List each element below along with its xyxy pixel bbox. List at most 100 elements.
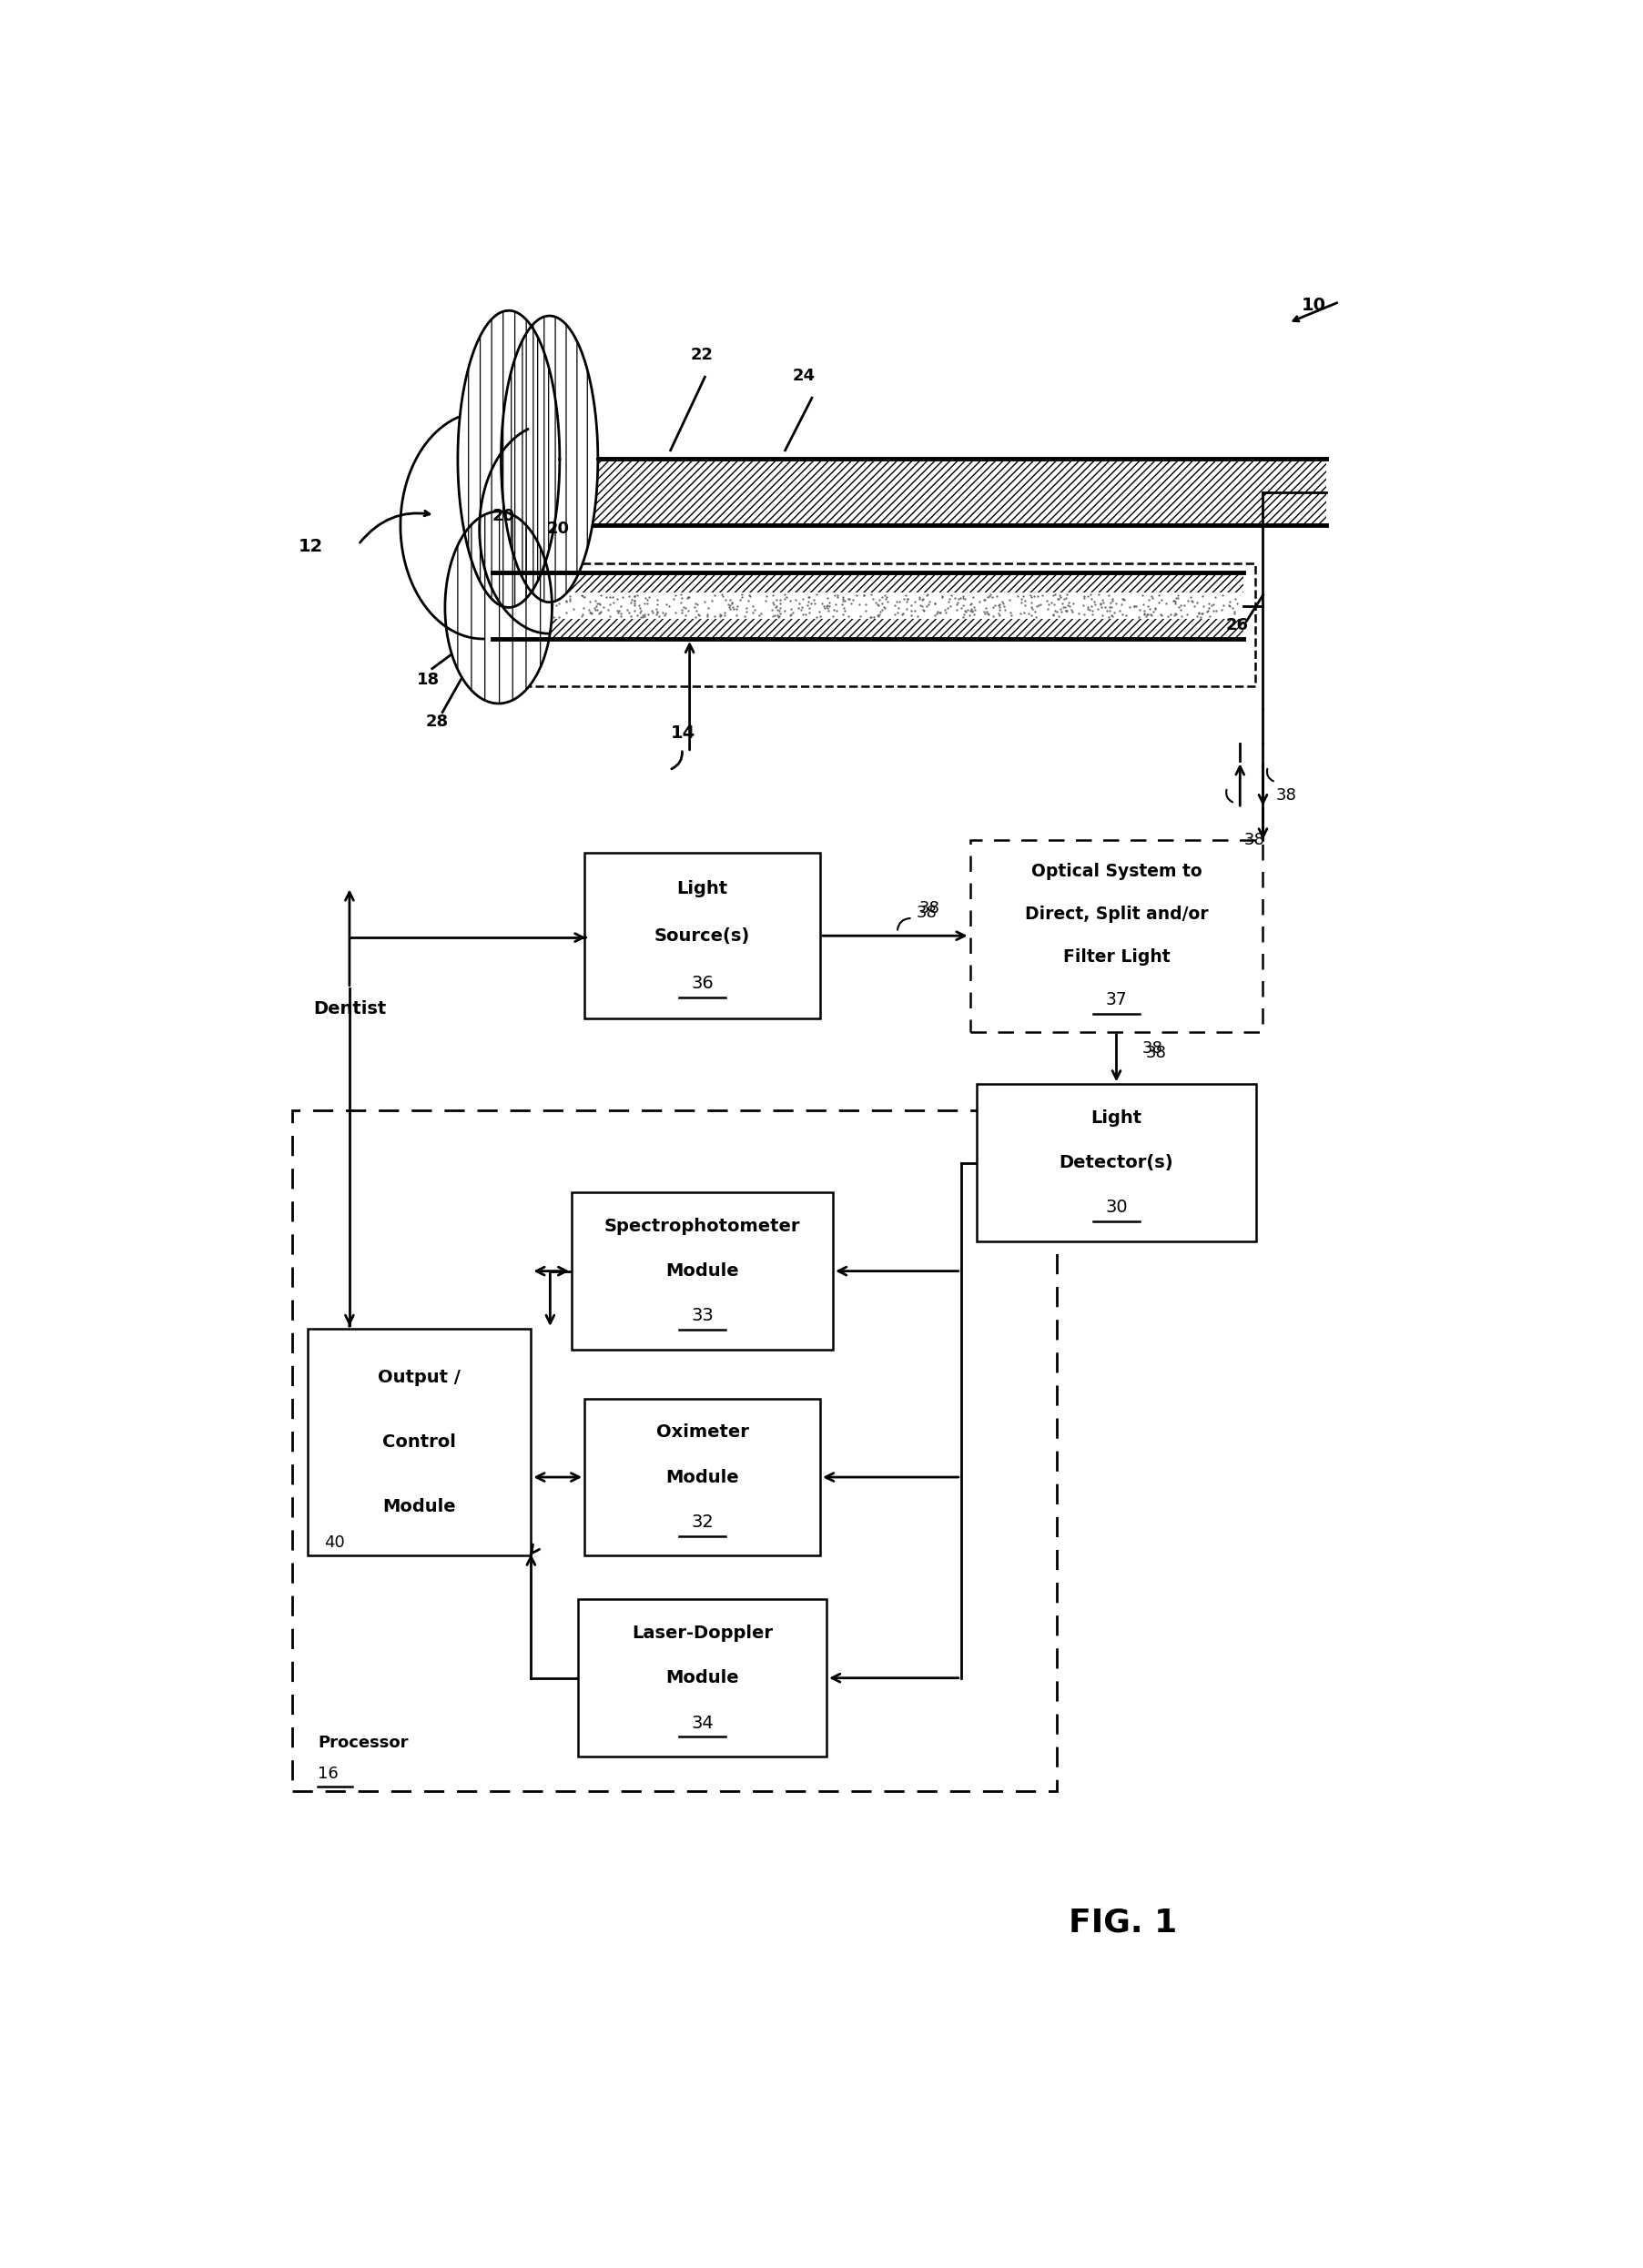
Point: [1173, 596, 1199, 633]
Point: [1185, 594, 1211, 631]
Point: [708, 578, 734, 615]
Point: [509, 581, 536, 617]
Text: 20: 20: [491, 508, 514, 524]
Point: [610, 578, 636, 615]
Point: [636, 578, 662, 615]
Point: [496, 596, 522, 633]
Point: [662, 594, 688, 631]
Point: [706, 596, 733, 633]
Point: [1178, 583, 1204, 619]
Point: [514, 592, 541, 628]
Point: [545, 585, 572, 621]
Point: [1170, 587, 1196, 624]
Point: [708, 576, 734, 612]
Point: [720, 590, 746, 626]
Point: [892, 576, 918, 612]
Point: [1109, 596, 1135, 633]
Point: [683, 587, 710, 624]
Point: [734, 578, 761, 615]
Point: [1071, 596, 1098, 633]
Point: [789, 581, 815, 617]
Point: [1130, 592, 1157, 628]
Point: [1012, 583, 1038, 619]
Point: [1193, 594, 1219, 631]
Point: [1134, 587, 1160, 624]
Point: [795, 578, 822, 615]
Point: [600, 578, 626, 615]
Point: [539, 585, 565, 621]
Point: [1121, 587, 1147, 624]
Point: [675, 578, 702, 615]
Point: [792, 596, 818, 633]
Text: Source(s): Source(s): [654, 928, 749, 943]
Text: Optical System to: Optical System to: [1030, 864, 1201, 880]
Point: [1216, 587, 1242, 624]
Point: [1075, 578, 1101, 615]
Point: [596, 587, 623, 624]
Point: [1130, 594, 1157, 631]
Point: [1198, 587, 1224, 624]
Point: [1045, 581, 1071, 617]
Point: [621, 583, 647, 619]
Point: [984, 594, 1010, 631]
Point: [1175, 583, 1201, 619]
Point: [1099, 583, 1125, 619]
Point: [871, 590, 897, 626]
Point: [1094, 599, 1121, 635]
Point: [723, 587, 749, 624]
Point: [1096, 592, 1122, 628]
Point: [1048, 585, 1075, 621]
Point: [644, 594, 670, 631]
Point: [672, 596, 698, 633]
Point: [605, 594, 631, 631]
Text: 38: 38: [915, 905, 937, 921]
Point: [557, 578, 583, 615]
Point: [864, 599, 891, 635]
FancyBboxPatch shape: [976, 1084, 1255, 1241]
Point: [983, 578, 1009, 615]
Text: Spectrophotometer: Spectrophotometer: [605, 1218, 800, 1234]
Point: [828, 587, 854, 624]
Point: [621, 592, 647, 628]
Point: [1139, 596, 1165, 633]
Point: [509, 596, 536, 633]
Point: [667, 594, 693, 631]
Point: [914, 587, 940, 624]
Point: [1038, 585, 1065, 621]
Point: [889, 596, 915, 633]
Point: [711, 581, 738, 617]
Point: [950, 596, 976, 633]
Point: [577, 594, 603, 631]
Point: [1065, 594, 1091, 631]
Point: [580, 590, 606, 626]
Point: [621, 583, 647, 619]
Point: [1070, 587, 1096, 624]
Point: [858, 599, 884, 635]
Point: [948, 590, 974, 626]
Point: [1165, 576, 1191, 612]
Point: [973, 590, 999, 626]
Point: [932, 594, 958, 631]
Point: [1078, 587, 1104, 624]
Point: [815, 585, 841, 621]
Point: [989, 583, 1015, 619]
Point: [1165, 590, 1191, 626]
Point: [536, 585, 562, 621]
Point: [1201, 578, 1227, 615]
Point: [1162, 596, 1188, 633]
Point: [662, 576, 688, 612]
Point: [925, 594, 951, 631]
Point: [1075, 590, 1101, 626]
Point: [557, 583, 583, 619]
Point: [933, 590, 960, 626]
Point: [1076, 592, 1102, 628]
Point: [718, 585, 744, 621]
Point: [950, 581, 976, 617]
Point: [1142, 590, 1168, 626]
Point: [986, 596, 1012, 633]
Point: [1160, 596, 1186, 633]
Point: [1162, 585, 1188, 621]
Point: [835, 599, 861, 635]
Point: [771, 581, 797, 617]
Point: [1060, 585, 1086, 621]
